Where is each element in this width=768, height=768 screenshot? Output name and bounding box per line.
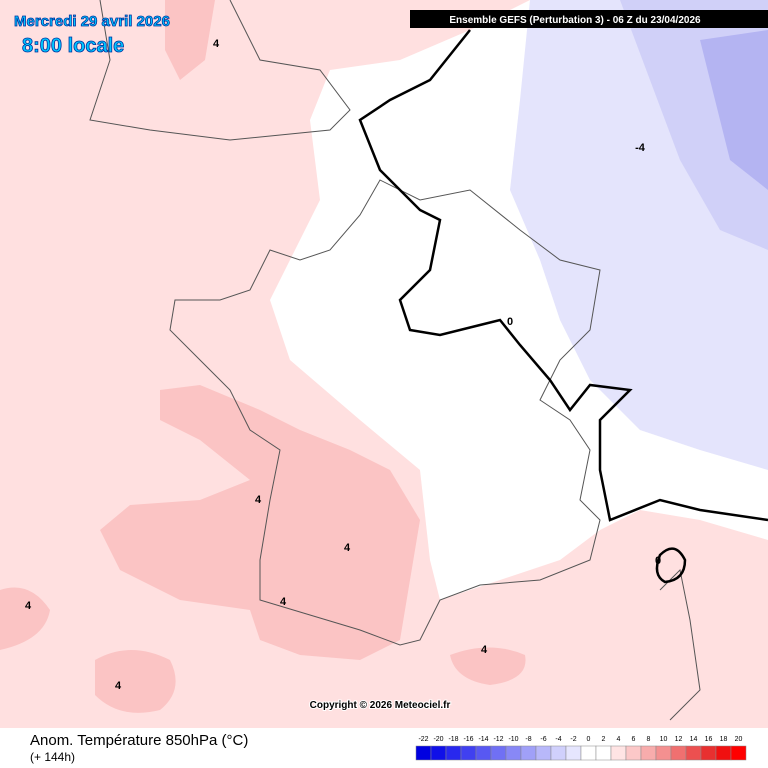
legend-swatch	[670, 745, 687, 761]
legend-swatch	[700, 745, 717, 761]
legend-swatch	[595, 745, 612, 761]
warm-area	[100, 385, 420, 660]
coastlines	[89, 0, 701, 721]
cold-area	[700, 30, 768, 190]
legend-swatch	[580, 745, 597, 761]
warm-area	[450, 647, 526, 685]
legend-swatch	[430, 745, 447, 761]
legend-tick: -8	[525, 736, 531, 743]
legend-tick: -20	[433, 736, 443, 743]
legend-tick: 14	[690, 736, 698, 743]
legend-tick: 12	[675, 736, 683, 743]
legend-tick: -14	[478, 736, 488, 743]
contour-label: 4	[280, 596, 287, 608]
legend: -22 -20 -18 -16 -14 -12 -10 -8 -6 -4 -2 0 2 4 6 8 10 12 14…	[415, 736, 747, 761]
legend-tick: 18	[720, 736, 728, 743]
legend-tick: -2	[570, 736, 576, 743]
run-box	[410, 10, 768, 28]
legend-tick: 4	[617, 736, 621, 743]
legend-tick: -12	[493, 736, 503, 743]
legend-swatch	[640, 745, 657, 761]
footer-lead: (+ 144h)	[30, 750, 75, 764]
legend-tick: -4	[555, 736, 561, 743]
legend-swatch	[535, 745, 552, 761]
legend-tick: 16	[705, 736, 713, 743]
legend-swatch	[685, 745, 702, 761]
legend-swatch	[460, 745, 477, 761]
legend-swatch	[625, 745, 642, 761]
legend-tick: 20	[735, 736, 743, 743]
footer-title: Anom. Température 850hPa (°C)	[30, 732, 248, 749]
legend-tick: -16	[463, 736, 473, 743]
contour-labels: 4 -4 4 4 4 4 4 4 0 0	[25, 38, 661, 692]
legend-swatch	[490, 745, 507, 761]
legend-swatch	[715, 745, 732, 761]
legend-tick: -6	[540, 736, 546, 743]
legend-tick: 2	[602, 736, 606, 743]
legend-swatch	[655, 745, 672, 761]
legend-tick: 8	[647, 736, 651, 743]
copyright: Copyright © 2026 Meteociel.fr	[310, 700, 451, 711]
contour-label: -4	[635, 142, 646, 154]
warm-area	[95, 650, 176, 713]
warm-area	[165, 0, 215, 80]
contour-label: 4	[213, 38, 220, 50]
legend-swatch	[445, 745, 462, 761]
legend-tick: 0	[587, 736, 591, 743]
contour-label: 4	[344, 542, 351, 554]
legend-swatch	[520, 745, 537, 761]
legend-swatch	[610, 745, 627, 761]
legend-swatch	[415, 745, 432, 761]
date-label: Mercredi 29 avril 2026	[14, 13, 170, 30]
contour-label: 4	[115, 680, 122, 692]
legend-tick: -18	[448, 736, 458, 743]
run-label: Ensemble GEFS (Perturbation 3) - 06 Z du…	[449, 15, 701, 26]
legend-swatch	[475, 745, 492, 761]
time-label: 8:00 locale	[22, 35, 124, 57]
contour-label: 0	[655, 555, 661, 567]
legend-swatch	[505, 745, 522, 761]
contour-label: 4	[255, 494, 262, 506]
legend-tick: -22	[418, 736, 428, 743]
zero-isotherm	[358, 29, 768, 584]
legend-tick: 10	[660, 736, 668, 743]
legend-swatch	[550, 745, 567, 761]
legend-swatch	[565, 745, 582, 761]
warm-area	[0, 587, 50, 650]
legend-swatch	[730, 745, 747, 761]
contour-label: 0	[507, 316, 513, 328]
contour-label: 4	[25, 600, 32, 612]
legend-tick: 6	[632, 736, 636, 743]
legend-tick: -10	[508, 736, 518, 743]
contour-label: 4	[481, 644, 488, 656]
